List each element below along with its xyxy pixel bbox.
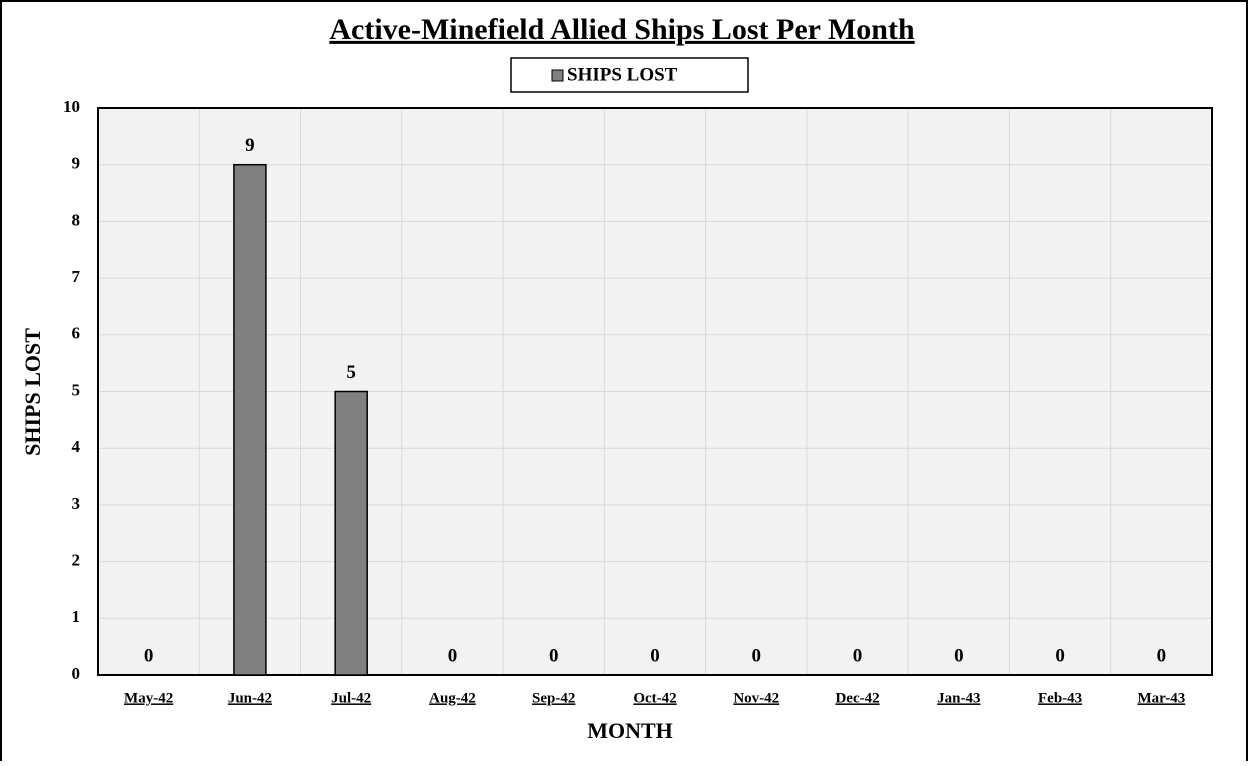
x-tick-label: Feb-43 — [1038, 690, 1082, 706]
data-label: 0 — [1055, 645, 1065, 666]
x-tick-label: Aug-42 — [429, 690, 476, 706]
x-tick-label: Oct-42 — [633, 690, 676, 706]
data-label: 9 — [245, 135, 255, 156]
y-tick-label: 2 — [72, 551, 81, 570]
bar — [334, 390, 368, 676]
legend-swatch — [551, 69, 564, 82]
data-label: 0 — [650, 645, 660, 666]
data-label: 0 — [853, 645, 863, 666]
y-tick-label: 6 — [72, 324, 81, 343]
x-tick-label: Jun-42 — [228, 690, 272, 706]
data-label: 0 — [1157, 645, 1167, 666]
x-tick-label: Mar-43 — [1137, 690, 1185, 706]
x-tick-label: Dec-42 — [835, 690, 879, 706]
data-label: 0 — [752, 645, 762, 666]
data-label: 0 — [448, 645, 458, 666]
x-axis-label: MONTH — [587, 718, 673, 743]
y-tick-label: 10 — [63, 97, 80, 116]
x-tick-label: Nov-42 — [733, 690, 779, 706]
y-tick-label: 9 — [72, 154, 81, 173]
legend-label: SHIPS LOST — [567, 64, 678, 85]
chart-title: Active-Minefield Allied Ships Lost Per M… — [329, 13, 915, 46]
plot-border — [97, 107, 1213, 676]
x-tick-label: Sep-42 — [532, 690, 575, 706]
y-tick-label: 0 — [72, 664, 81, 683]
y-tick-label: 3 — [72, 494, 81, 513]
legend-box — [510, 57, 749, 93]
x-tick-label: May-42 — [124, 690, 173, 706]
data-label: 0 — [954, 645, 964, 666]
y-axis-label: SHIPS LOST — [20, 328, 45, 456]
bar — [233, 163, 267, 676]
data-label: 5 — [346, 362, 356, 383]
y-tick-label: 1 — [72, 607, 81, 626]
y-tick-label: 8 — [72, 210, 81, 229]
x-tick-label: Jan-43 — [937, 690, 980, 706]
data-label: 0 — [549, 645, 559, 666]
x-tick-label: Jul-42 — [331, 690, 371, 706]
y-tick-label: 5 — [72, 380, 81, 399]
y-tick-label: 4 — [72, 437, 81, 456]
data-label: 0 — [144, 645, 154, 666]
y-tick-label: 7 — [72, 267, 81, 286]
